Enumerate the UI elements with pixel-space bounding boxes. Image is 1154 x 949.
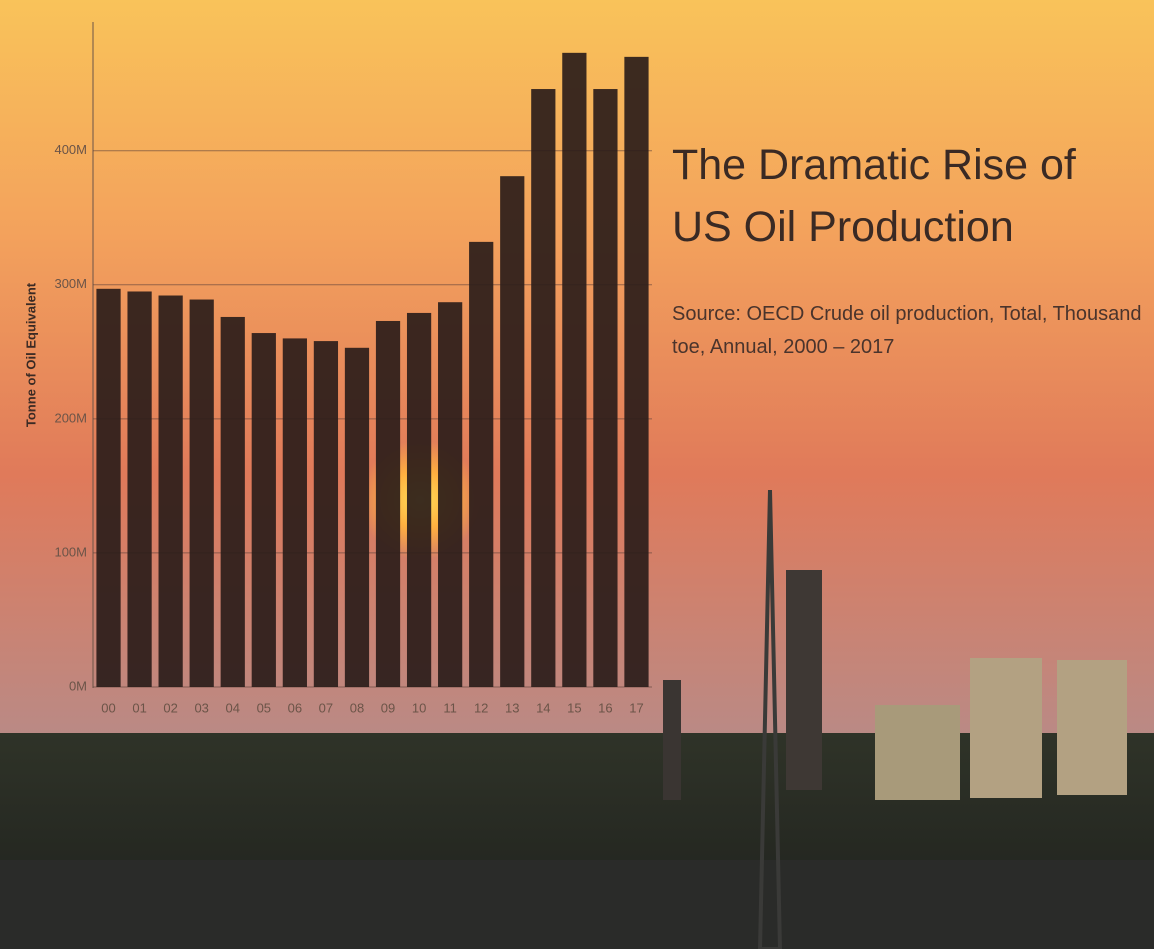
- x-tick-label: 01: [132, 700, 146, 715]
- tank: [1057, 660, 1127, 795]
- bar: [282, 338, 307, 687]
- chart: Tonne of Oil Equivalent 0M 100M 200M 300M 40…: [23, 22, 652, 715]
- x-tick-label: 06: [288, 700, 302, 715]
- x-tick-label: 08: [350, 700, 364, 715]
- x-tick-label: 00: [101, 700, 115, 715]
- subtitle: Source: OECD Crude oil production, Total…: [672, 303, 1142, 358]
- bar: [189, 299, 214, 687]
- bar: [158, 295, 183, 687]
- bar: [562, 52, 587, 688]
- y-tick-label: 100M: [54, 544, 87, 559]
- bar: [500, 176, 525, 687]
- road: [0, 860, 1154, 949]
- x-tick-label: 14: [536, 700, 550, 715]
- x-tick-label: 02: [163, 700, 177, 715]
- x-tick-label: 05: [257, 700, 271, 715]
- bar: [220, 316, 245, 687]
- y-tick-label: 200M: [54, 410, 87, 425]
- title: The Dramatic Rise of US Oil Production: [672, 141, 1076, 251]
- bar: [127, 291, 152, 687]
- x-tick-label: 11: [443, 700, 457, 715]
- tank: [875, 705, 960, 800]
- bar: [96, 288, 121, 687]
- x-tick-label: 03: [194, 700, 208, 715]
- bar: [531, 89, 556, 687]
- y-tick-label: 400M: [54, 142, 87, 157]
- y-tick-label: 0M: [69, 678, 87, 693]
- x-tick-label: 12: [474, 700, 488, 715]
- y-tick-label: 300M: [54, 276, 87, 291]
- x-tick-label: 15: [567, 700, 581, 715]
- tower: [786, 570, 822, 790]
- bar: [438, 302, 463, 687]
- x-tick-label: 04: [226, 700, 240, 715]
- bar: [375, 320, 401, 687]
- pipe: [663, 680, 681, 800]
- x-tick-label: 09: [381, 700, 395, 715]
- tank: [970, 658, 1042, 798]
- bar: [344, 347, 370, 687]
- x-tick-label: 17: [629, 700, 643, 715]
- y-axis-title: Tonne of Oil Equivalent: [23, 282, 38, 427]
- derrick: [757, 489, 783, 949]
- bar: [313, 341, 339, 687]
- bar: [624, 56, 649, 687]
- bar: [251, 333, 276, 687]
- bar: [593, 89, 618, 687]
- bar: [406, 312, 432, 687]
- x-tick-label: 16: [598, 700, 612, 715]
- x-tick-label: 13: [505, 700, 519, 715]
- x-tick-label: 07: [319, 700, 333, 715]
- bar: [469, 241, 494, 687]
- x-tick-label: 10: [412, 700, 426, 715]
